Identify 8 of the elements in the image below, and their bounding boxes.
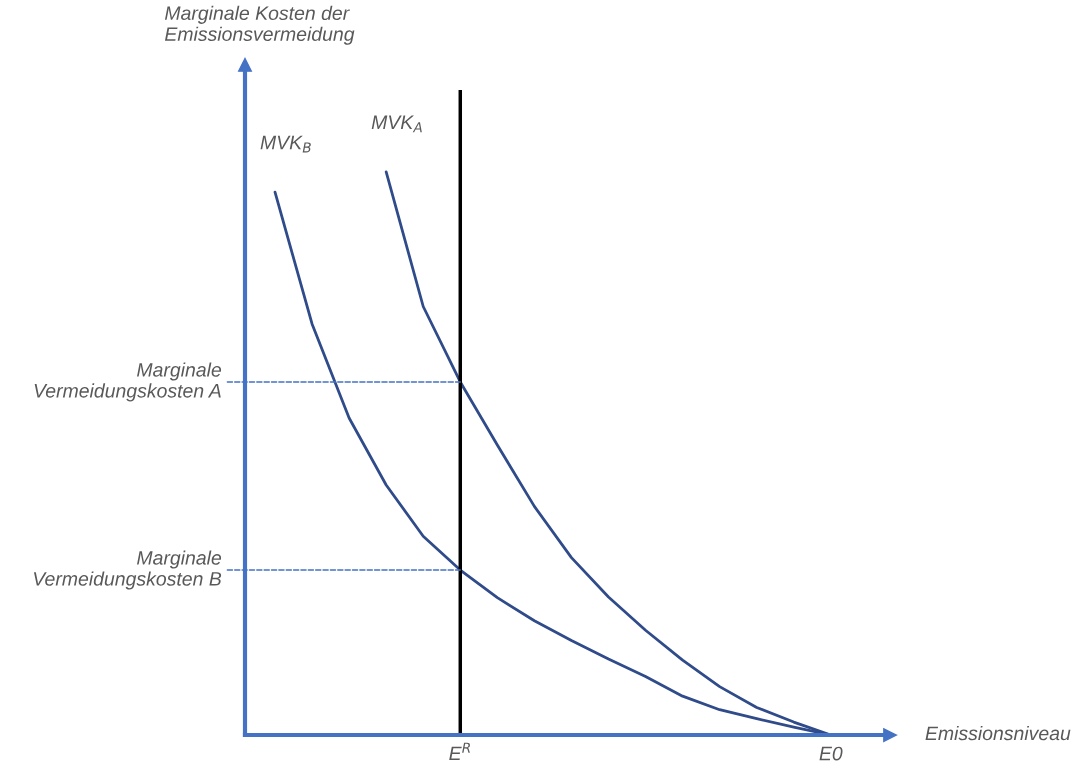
x-axis-title: Emissionsniveau xyxy=(925,725,1071,741)
text: MVK$_{A}$ xyxy=(371,115,422,133)
x-tick-label: E$^{R}$ xyxy=(449,742,470,761)
text: MVK$_{B}$ xyxy=(260,135,311,153)
annotation: Marginale Vermeidungskosten A xyxy=(34,362,222,402)
x-tick-label: E0 xyxy=(819,746,843,761)
text: Marginale Kosten der Emissionsvermeidung xyxy=(164,5,355,45)
annotation: Marginale Vermeidungskosten B xyxy=(33,550,222,590)
